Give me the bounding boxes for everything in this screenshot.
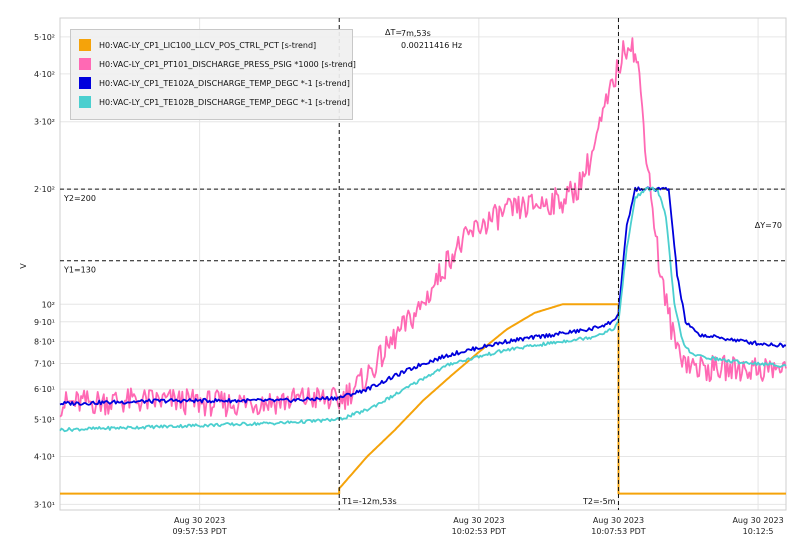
cursor-y1-label: Y1=130 — [63, 266, 96, 275]
x-axis: Aug 30 2023 09:57:53 PDT Aug 30 2023 10:02:… — [172, 516, 783, 536]
delta-t-frequency: 0.00211416 Hz — [401, 41, 463, 50]
y-tick-label: 7·10¹ — [34, 360, 55, 369]
legend-item[interactable]: H0:VAC-LY_CP1_PT101_DISCHARGE_PRESS_PSIG… — [79, 57, 356, 71]
series-line[interactable] — [59, 186, 787, 406]
legend: H0:VAC-LY_CP1_LIC100_LLCV_POS_CTRL_PCT [… — [70, 29, 356, 120]
delta-t-value: 7m,53s — [401, 29, 431, 38]
x-tick-time: 10:12:5 — [743, 527, 774, 536]
y-tick-label: 10² — [42, 300, 55, 309]
cursor-y2-label: Y2=200 — [63, 194, 96, 203]
y-tick-label: 4·10² — [34, 70, 55, 79]
x-tick-date: Aug 30 2023 — [732, 516, 783, 525]
legend-swatch — [79, 39, 91, 51]
x-tick-time: 09:57:53 PDT — [172, 527, 226, 536]
y-axis-label: V — [19, 263, 28, 269]
cursor-layer[interactable]: T1=-12m,53s T2=-5m Y1=130 Y2=200 ΔY=70 — [60, 18, 786, 510]
legend-item[interactable]: H0:VAC-LY_CP1_LIC100_LLCV_POS_CTRL_PCT [… — [79, 38, 316, 52]
x-tick-date: Aug 30 2023 — [453, 516, 504, 525]
x-tick-time: 10:07:53 PDT — [591, 527, 645, 536]
y-tick-label: 3·10² — [34, 118, 55, 127]
y-tick-label: 9·10¹ — [34, 318, 55, 327]
y-tick-label: 3·10¹ — [34, 500, 55, 509]
y-tick-label: 5·10¹ — [34, 415, 55, 424]
legend-label: H0:VAC-LY_CP1_TE102A_DISCHARGE_TEMP_DEGC… — [99, 78, 350, 88]
cursor-t1-label: T1=-12m,53s — [341, 497, 396, 506]
delta-y-label: ΔY=70 — [755, 221, 782, 230]
legend-swatch — [79, 58, 91, 70]
y-tick-label: 8·10¹ — [34, 337, 55, 346]
y-tick-label: 6·10¹ — [34, 385, 55, 394]
series-line[interactable] — [59, 37, 787, 418]
legend-label: H0:VAC-LY_CP1_PT101_DISCHARGE_PRESS_PSIG… — [99, 59, 356, 69]
series-line[interactable] — [60, 303, 786, 495]
series-line[interactable] — [59, 186, 787, 433]
x-tick-date: Aug 30 2023 — [174, 516, 225, 525]
legend-item[interactable]: H0:VAC-LY_CP1_TE102A_DISCHARGE_TEMP_DEGC… — [79, 76, 350, 90]
y-axis: 3·10¹ 4·10¹ 5·10¹ 6·10¹ 7·10¹ 8·10¹ 9·10¹ 10² 2·… — [34, 33, 55, 510]
legend-label: H0:VAC-LY_CP1_TE102B_DISCHARGE_TEMP_DEGC… — [99, 97, 350, 107]
x-tick-date: Aug 30 2023 — [593, 516, 644, 525]
series-layer — [59, 37, 787, 495]
legend-swatch — [79, 96, 91, 108]
legend-item[interactable]: H0:VAC-LY_CP1_TE102B_DISCHARGE_TEMP_DEGC… — [79, 95, 350, 109]
delta-t-readout: 7m,53s 0.00211416 Hz — [401, 28, 462, 52]
x-tick-time: 10:02:53 PDT — [452, 527, 506, 536]
legend-label: H0:VAC-LY_CP1_LIC100_LLCV_POS_CTRL_PCT [… — [99, 40, 317, 50]
y-tick-label: 2·10² — [34, 185, 55, 194]
y-tick-label: 4·10¹ — [34, 453, 55, 462]
cursor-t2-label: T2=-5m — [582, 497, 616, 506]
delta-t-prefix: ΔT= — [385, 28, 403, 37]
plot-area-frame — [59, 17, 787, 511]
y-tick-label: 5·10² — [34, 33, 55, 42]
legend-swatch — [79, 77, 91, 89]
